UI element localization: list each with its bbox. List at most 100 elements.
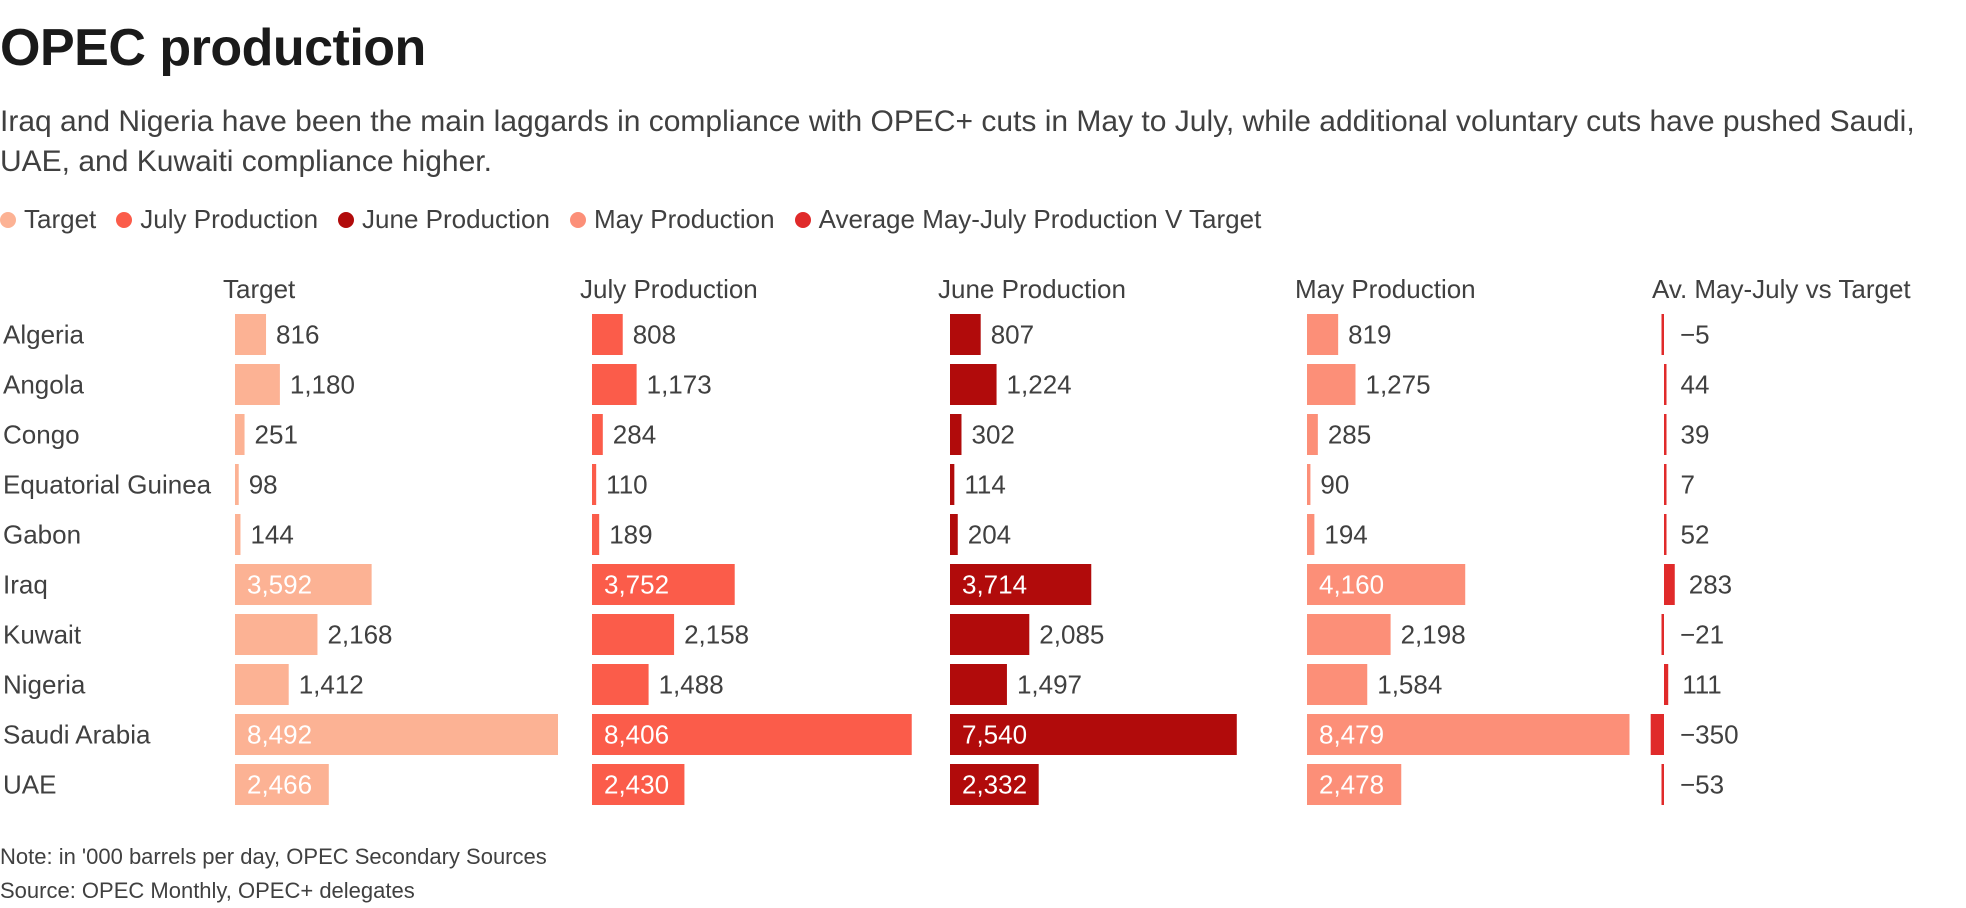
- bar-june-production-kuwait: [950, 614, 1030, 655]
- legend-label-july: July Production: [140, 204, 319, 234]
- bar-may-production-congo: [1307, 414, 1318, 455]
- value-label-av-may-july-vs-target-congo: 39: [1681, 420, 1710, 450]
- value-label-av-may-july-vs-target-algeria: −5: [1680, 320, 1710, 350]
- value-label-av-may-july-vs-target-gabon: 52: [1681, 520, 1710, 550]
- category-label-gabon: Gabon: [3, 520, 81, 550]
- bar-av-may-july-vs-target-iraq: [1664, 564, 1675, 605]
- value-label-may-production-equatorial-guinea: 90: [1320, 470, 1349, 500]
- value-label-july-production-uae: 2,430: [604, 770, 669, 800]
- bar-july-production-iraq: [592, 564, 735, 605]
- category-label-kuwait: Kuwait: [3, 620, 82, 650]
- value-label-june-production-saudi-arabia: 7,540: [962, 720, 1027, 750]
- category-label-nigeria: Nigeria: [3, 670, 86, 700]
- value-label-target-congo: 251: [255, 420, 298, 450]
- bar-may-production-iraq: [1307, 564, 1466, 605]
- bar-av-may-july-vs-target-nigeria: [1664, 664, 1669, 705]
- bar-july-production-gabon: [592, 514, 600, 555]
- bar-june-production-congo: [950, 414, 962, 455]
- value-label-target-nigeria: 1,412: [299, 670, 364, 700]
- bar-may-production-saudi-arabia: [1307, 714, 1630, 755]
- value-label-target-saudi-arabia: 8,492: [247, 720, 312, 750]
- value-label-av-may-july-vs-target-kuwait: −21: [1680, 620, 1724, 650]
- bar-av-may-july-vs-target-saudi-arabia: [1650, 714, 1664, 755]
- footnotes: Note: in '000 barrels per day, OPEC Seco…: [0, 840, 547, 908]
- value-label-july-production-algeria: 808: [633, 320, 676, 350]
- value-label-may-production-algeria: 819: [1348, 320, 1391, 350]
- bar-july-production-algeria: [592, 314, 623, 355]
- value-label-target-kuwait: 2,168: [327, 620, 392, 650]
- value-label-target-algeria: 816: [276, 320, 319, 350]
- bar-may-production-algeria: [1307, 314, 1339, 355]
- value-label-may-production-gabon: 194: [1324, 520, 1367, 550]
- column-header-july-production: July Production: [580, 274, 758, 304]
- bar-june-production-saudi-arabia: [950, 714, 1237, 755]
- bar-may-production-nigeria: [1307, 664, 1368, 705]
- bar-july-production-equatorial-guinea: [592, 464, 597, 505]
- bar-july-production-nigeria: [592, 664, 649, 705]
- legend-item-may: May Production: [569, 204, 775, 235]
- bar-july-production-saudi-arabia: [592, 714, 912, 755]
- value-label-june-production-algeria: 807: [991, 320, 1034, 350]
- bar-av-may-july-vs-target-congo: [1664, 414, 1667, 455]
- value-label-june-production-kuwait: 2,085: [1039, 620, 1104, 650]
- chart-subtitle: Iraq and Nigeria have been the main lagg…: [0, 105, 1915, 178]
- value-label-may-production-iraq: 4,160: [1319, 570, 1384, 600]
- value-label-may-production-angola: 1,275: [1365, 370, 1430, 400]
- legend-item-july: July Production: [116, 204, 318, 235]
- note-text: Note: in '000 barrels per day, OPEC Seco…: [0, 844, 547, 869]
- value-label-june-production-congo: 302: [971, 420, 1014, 450]
- category-label-equatorial-guinea: Equatorial Guinea: [3, 470, 212, 500]
- legend-item-june: June Production: [338, 204, 550, 235]
- bar-july-production-angola: [592, 364, 637, 405]
- column-header-av-may-july-vs-target: Av. May-July vs Target: [1652, 274, 1911, 304]
- value-label-june-production-gabon: 204: [968, 520, 1011, 550]
- bar-may-production-uae: [1307, 764, 1402, 805]
- bar-target-kuwait: [235, 614, 318, 655]
- bar-target-uae: [235, 764, 329, 805]
- legend-swatch-june: [338, 211, 355, 228]
- bar-target-gabon: [235, 514, 241, 555]
- bar-target-nigeria: [235, 664, 289, 705]
- bar-target-angola: [235, 364, 280, 405]
- bar-may-production-kuwait: [1307, 614, 1391, 655]
- value-label-av-may-july-vs-target-angola: 44: [1681, 370, 1710, 400]
- bar-june-production-nigeria: [950, 664, 1007, 705]
- legend-label-june: June Production: [362, 204, 550, 234]
- column-header-may-production: May Production: [1295, 274, 1476, 304]
- source-text: Source: OPEC Monthly, OPEC+ delegates: [0, 878, 415, 903]
- bar-chart: Algeria Angola Congo Equatorial Guinea Gabon…: [3, 274, 1911, 805]
- legend-label-average: Average May-July Production V Target: [818, 204, 1262, 234]
- bar-av-may-july-vs-target-equatorial-guinea: [1664, 464, 1667, 505]
- bar-june-production-algeria: [950, 314, 981, 355]
- bar-av-may-july-vs-target-kuwait: [1661, 614, 1664, 655]
- value-label-june-production-equatorial-guinea: 114: [964, 470, 1005, 500]
- legend: Target July Production June Production M…: [0, 204, 1261, 235]
- bar-target-congo: [235, 414, 245, 455]
- value-label-june-production-uae: 2,332: [962, 770, 1027, 800]
- value-label-may-production-congo: 285: [1328, 420, 1371, 450]
- chart-title: OPEC production: [0, 19, 426, 77]
- legend-label-may: May Production: [593, 204, 775, 234]
- value-label-june-production-iraq: 3,714: [962, 570, 1027, 600]
- value-label-av-may-july-vs-target-equatorial-guinea: 7: [1681, 470, 1695, 500]
- value-label-target-equatorial-guinea: 98: [249, 470, 278, 500]
- value-label-may-production-uae: 2,478: [1319, 770, 1384, 800]
- value-label-may-production-nigeria: 1,584: [1377, 670, 1442, 700]
- bar-av-may-july-vs-target-angola: [1664, 364, 1667, 405]
- value-label-av-may-july-vs-target-nigeria: 111: [1682, 670, 1722, 700]
- value-label-target-gabon: 144: [250, 520, 293, 550]
- value-label-av-may-july-vs-target-uae: −53: [1680, 770, 1724, 800]
- legend-swatch-average: [794, 211, 811, 228]
- bar-july-production-congo: [592, 414, 603, 455]
- value-label-july-production-congo: 284: [613, 420, 656, 450]
- category-label-algeria: Algeria: [3, 320, 84, 350]
- bar-av-may-july-vs-target-gabon: [1664, 514, 1667, 555]
- category-label-saudi-arabia: Saudi Arabia: [3, 720, 151, 750]
- legend-swatch-may: [569, 211, 586, 228]
- bar-av-may-july-vs-target-algeria: [1661, 314, 1664, 355]
- category-label-uae: UAE: [3, 770, 56, 800]
- value-label-target-iraq: 3,592: [247, 570, 312, 600]
- value-label-may-production-saudi-arabia: 8,479: [1319, 720, 1384, 750]
- column-header-target: Target: [223, 274, 296, 304]
- bar-may-production-angola: [1307, 364, 1356, 405]
